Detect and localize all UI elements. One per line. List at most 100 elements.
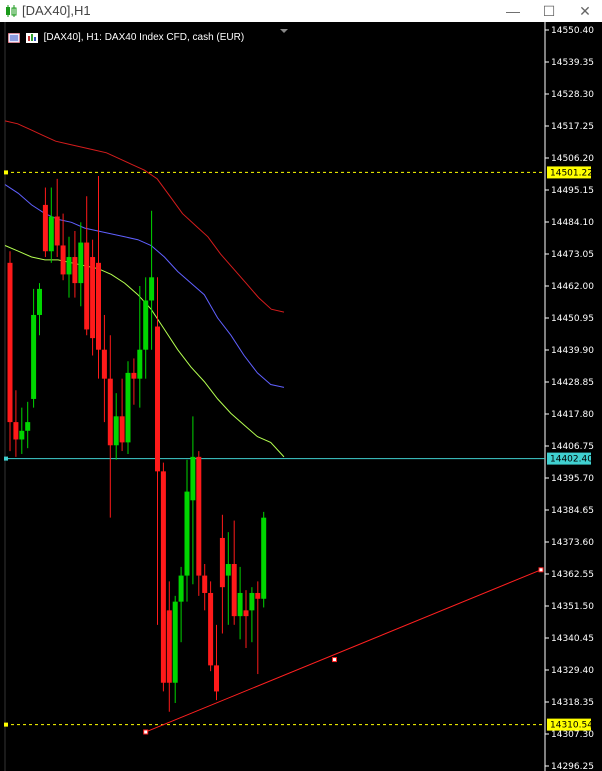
y-tick-label: 14384.65: [551, 506, 594, 516]
y-tick-label: 14506.20: [551, 154, 594, 164]
y-tick-label: 14296.25: [551, 762, 594, 771]
price-levels: [4, 170, 545, 727]
y-tick-label: 14351.50: [551, 602, 594, 612]
y-tick-label: 14417.80: [551, 410, 594, 420]
candle-body: [54, 216, 60, 246]
window-title: [DAX40],H1: [22, 3, 91, 18]
price-level-current-label: 14402.40: [550, 455, 593, 465]
y-tick-label: 14406.75: [551, 442, 594, 452]
candle-body: [255, 592, 261, 599]
candle-body: [90, 257, 96, 339]
candle-body: [243, 610, 249, 617]
price-level-resistance-label: 14501.22: [550, 168, 593, 178]
candlestick-app-icon: [6, 5, 17, 17]
chart-header: [DAX40], H1: DAX40 Index CFD, cash (EUR): [8, 32, 244, 43]
price-level-resistance-label-bg: [547, 166, 591, 179]
y-tick-label: 14373.60: [551, 538, 594, 548]
y-tick-label: 14439.90: [551, 346, 594, 356]
y-tick-label: 14484.10: [551, 218, 594, 228]
chart-description: [DAX40], H1: DAX40 Index CFD, cash (EUR): [43, 32, 245, 43]
candle-body: [25, 422, 31, 431]
trendline-group[interactable]: [143, 567, 544, 735]
candle-body: [119, 416, 125, 443]
scroll-marker-icon: [280, 29, 288, 33]
price-level-labels: 14501.22 14402.40 14310.54: [547, 166, 593, 731]
close-icon[interactable]: ✕: [579, 3, 591, 19]
symbol-list-icon: [8, 32, 20, 43]
candle-body: [208, 592, 214, 666]
chart-area[interactable]: 14550.40 14539.35 14528.30 14517.25 14506.20…: [0, 22, 602, 771]
candle-body: [214, 665, 219, 692]
price-level-current-label-bg: [547, 452, 591, 465]
window-titlebar: [DAX40],H1 — ☐ ✕: [0, 0, 602, 22]
trendline-handle-0: [143, 729, 149, 735]
candle-body: [225, 564, 231, 576]
y-tick-label: 14539.35: [551, 58, 594, 68]
candle-body: [249, 592, 255, 611]
candle-body: [237, 592, 243, 617]
candle-body: [219, 537, 225, 588]
candle-body: [42, 204, 48, 252]
candle-body: [202, 575, 208, 593]
candle-body: [37, 288, 42, 315]
trendline-handle-1: [332, 657, 337, 663]
candle-body: [137, 349, 143, 379]
candle-body: [101, 349, 107, 379]
candle-body: [31, 314, 37, 399]
y-tick-label: 14517.25: [551, 122, 594, 132]
candle-body: [19, 430, 25, 440]
y-tick-label: 14318.35: [551, 698, 594, 708]
y-tick-label: 14395.70: [551, 474, 594, 484]
y-tick-label: 14495.15: [551, 186, 594, 196]
maximize-icon[interactable]: ☐: [542, 3, 556, 19]
price-level-resistance-marker: [4, 170, 8, 175]
price-axis: 14550.40 14539.35 14528.30 14517.25 14506.20…: [545, 26, 594, 771]
price-chart[interactable]: 14550.40 14539.35 14528.30 14517.25 14506.20…: [0, 22, 602, 771]
candle-body: [48, 216, 54, 252]
trendline-handle-2: [538, 567, 544, 573]
y-tick-label: 14450.95: [551, 314, 594, 324]
y-tick-label: 14528.30: [551, 90, 594, 100]
y-tick-label: 14473.05: [551, 250, 594, 260]
candle-body: [7, 262, 13, 423]
candle-body: [66, 257, 72, 275]
candle-body: [72, 257, 78, 284]
candle-body: [78, 242, 84, 284]
ma-red-line: [4, 120, 285, 313]
candle-body: [190, 456, 196, 501]
price-level-current-marker: [4, 456, 8, 461]
candle-body: [155, 326, 160, 472]
y-tick-label: 14307.30: [551, 730, 594, 740]
chart-settings-icon[interactable]: [25, 32, 38, 43]
candle-body: [131, 372, 137, 379]
candle-body: [107, 378, 113, 446]
candle-body: [261, 517, 267, 599]
ma-green-line: [4, 245, 285, 458]
candle-body: [149, 277, 155, 301]
y-tick-label: 14428.85: [551, 378, 594, 388]
price-level-support-label-bg: [547, 718, 591, 731]
candle-body: [143, 300, 149, 350]
candle-body: [196, 456, 202, 576]
y-tick-label: 14340.45: [551, 634, 594, 644]
candle-body: [160, 471, 166, 683]
candle-body: [178, 575, 184, 602]
candle-body: [113, 416, 119, 446]
candle-body: [172, 601, 178, 683]
candle-body: [84, 242, 90, 330]
candle-body: [96, 262, 101, 350]
candle-body: [166, 610, 172, 683]
candle-body: [231, 564, 237, 617]
price-level-support-marker: [4, 722, 8, 727]
price-level-support-label: 14310.54: [550, 721, 593, 731]
moving-averages: [4, 120, 285, 458]
candle-body: [125, 372, 131, 443]
minimize-icon[interactable]: —: [506, 3, 520, 19]
y-tick-label: 14550.40: [551, 26, 594, 36]
y-tick-label: 14329.40: [551, 666, 594, 676]
y-tick-label: 14462.00: [551, 282, 594, 292]
y-tick-label: 14362.55: [551, 570, 594, 580]
candles: [7, 175, 267, 712]
candle-body: [13, 422, 19, 440]
candle-body: [60, 245, 66, 275]
